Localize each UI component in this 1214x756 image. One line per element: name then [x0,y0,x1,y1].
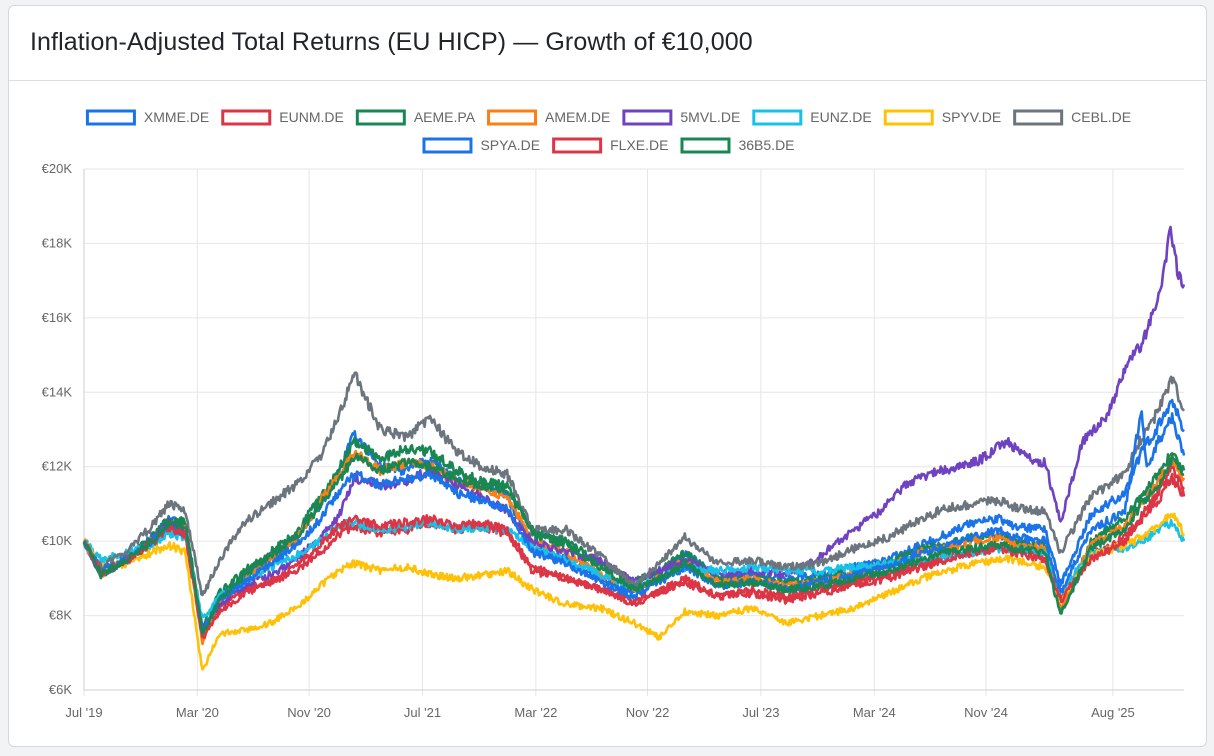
legend-item-eunm-de[interactable]: EUNM.DE [221,109,344,126]
x-tick-label: Nov '24 [964,705,1008,720]
y-tick-label: €6K [49,682,72,697]
legend-label: XMME.DE [144,109,209,125]
y-tick-label: €14K [42,384,73,399]
legend-swatch [85,109,136,126]
grid [83,168,1184,696]
series-line-spya-de [83,410,1186,633]
y-tick-label: €16K [42,310,73,325]
legend-label: SPYV.DE [942,109,1001,125]
x-tick-label: Jul '21 [404,705,441,720]
legend-item-spyv-de[interactable]: SPYV.DE [883,109,1001,126]
x-tick-label: Mar '24 [853,705,896,720]
legend-swatch [1013,109,1064,126]
legend-swatch [355,109,406,126]
legend-item-flxe-de[interactable]: FLXE.DE [552,137,669,154]
legend-item-36b5-de[interactable]: 36B5.DE [680,137,795,154]
legend-swatch [752,109,803,126]
y-tick-label: €10K [42,533,73,548]
legend-swatch [422,137,473,154]
legend-swatch [883,109,934,126]
series-line-spyv-de [82,512,1186,671]
chart-card: Inflation-Adjusted Total Returns (EU HIC… [8,5,1207,747]
legend-swatch [622,109,673,126]
x-tick-label: Mar '22 [514,705,557,720]
axes: €6K €8K €10K €12K €14K €16K €18K €20K Jul '19 Mar… [42,161,1184,720]
x-tick-label: Nov '20 [287,705,331,720]
card-header: Inflation-Adjusted Total Returns (EU HIC… [9,6,1206,81]
x-tick-label: Mar '20 [176,705,219,720]
series-lines [82,225,1186,671]
legend-label: EUNZ.DE [810,109,871,125]
x-tick-label: Aug '25 [1091,705,1135,720]
y-tick-label: €18K [42,235,73,250]
legend-item-eunz-de[interactable]: EUNZ.DE [752,109,872,126]
x-tick-label: Jul '19 [65,705,102,720]
line-chart: €6K €8K €10K €12K €14K €16K €18K €20K Jul '19 Mar… [42,109,1186,720]
legend-item-amem-de[interactable]: AMEM.DE [487,109,611,126]
x-tick-label: Nov '22 [626,705,670,720]
legend-swatch [680,137,731,154]
y-tick-label: €20K [42,161,73,176]
legend-item-spya-de[interactable]: SPYA.DE [422,137,540,154]
legend-label: SPYA.DE [480,137,540,153]
x-tick-label: Jul '23 [742,705,779,720]
legend-item-xmme-de[interactable]: XMME.DE [85,109,209,126]
legend-label: FLXE.DE [610,137,668,153]
y-tick-label: €8K [49,608,72,623]
legend-label: 5MVL.DE [680,109,740,125]
series-line-cebl-de [82,371,1186,597]
legend-item-5mvl-de[interactable]: 5MVL.DE [622,109,740,126]
legend-label: AEME.PA [414,109,476,125]
legend: XMME.DE EUNM.DE AEME.PA AMEM.DE 5MVL.DE EUNZ.… [85,109,1131,154]
y-tick-label: €12K [42,459,73,474]
series-line-36b5-de [82,452,1185,636]
legend-swatch [221,109,272,126]
legend-label: EUNM.DE [279,109,344,125]
legend-item-aeme-pa[interactable]: AEME.PA [355,109,476,126]
series-line-flxe-de [82,472,1186,639]
chart-title: Inflation-Adjusted Total Returns (EU HIC… [30,28,753,56]
legend-label: 36B5.DE [738,137,794,153]
legend-swatch [552,137,603,154]
legend-label: CEBL.DE [1071,109,1131,125]
legend-swatch [487,109,538,126]
legend-label: AMEM.DE [545,109,610,125]
legend-item-cebl-de[interactable]: CEBL.DE [1013,109,1131,126]
